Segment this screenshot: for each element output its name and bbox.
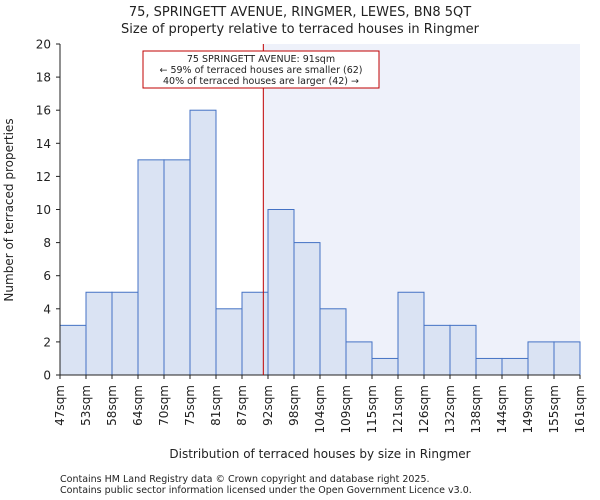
x-ticks-group: 47sqm 53sqm 58sqm 64sqm 70sqm 75sqm 81sqm 87sqm… xyxy=(53,375,587,433)
bar-92sqm xyxy=(267,209,295,376)
bars-group xyxy=(59,109,581,376)
bar-64sqm xyxy=(137,159,165,376)
footer-line-1: Contains HM Land Registry data © Crown c… xyxy=(60,474,430,485)
y-tick-label-4: 4 xyxy=(43,302,51,316)
x-tick-label-161sqm: 161sqm xyxy=(573,385,587,433)
x-tick-label-121sqm: 121sqm xyxy=(391,385,405,433)
x-tick-label-92sqm: 92sqm xyxy=(261,385,275,426)
bar-98sqm xyxy=(293,242,321,376)
bar-115sqm xyxy=(371,357,399,376)
annotation-line-1: 75 SPRINGETT AVENUE: 91sqm xyxy=(187,54,335,65)
y-tick-label-8: 8 xyxy=(43,236,51,250)
footer-line-2: Contains public sector information licen… xyxy=(60,485,472,496)
bar-155sqm xyxy=(553,341,581,376)
x-tick-label-149sqm: 149sqm xyxy=(521,385,535,433)
chart-title: 75, SPRINGETT AVENUE, RINGMER, LEWES, BN… xyxy=(129,5,471,20)
y-tick-label-20: 20 xyxy=(36,38,51,52)
x-tick-label-109sqm: 109sqm xyxy=(339,385,353,433)
x-tick-label-132sqm: 132sqm xyxy=(443,385,457,433)
x-tick-label-87sqm: 87sqm xyxy=(235,385,249,426)
y-tick-label-18: 18 xyxy=(36,71,51,85)
bar-109sqm xyxy=(345,341,373,376)
annotation-box: 75 SPRINGETT AVENUE: 91sqm ← 59% of terr… xyxy=(142,50,380,89)
y-tick-label-0: 0 xyxy=(43,369,51,383)
bar-144sqm xyxy=(501,357,529,376)
chart-subtitle: Size of property relative to terraced ho… xyxy=(121,22,480,37)
y-tick-label-6: 6 xyxy=(43,269,51,283)
x-tick-label-81sqm: 81sqm xyxy=(209,385,223,426)
bar-87sqm xyxy=(241,291,269,376)
x-tick-label-138sqm: 138sqm xyxy=(469,385,483,433)
x-tick-label-58sqm: 58sqm xyxy=(105,385,119,426)
x-tick-label-64sqm: 64sqm xyxy=(131,385,145,426)
x-tick-label-144sqm: 144sqm xyxy=(495,385,509,433)
bar-126sqm xyxy=(423,324,451,376)
annotation-line-3: 40% of terraced houses are larger (42) → xyxy=(163,76,359,87)
bar-104sqm xyxy=(319,308,347,376)
x-axis-label: Distribution of terraced houses by size … xyxy=(169,447,470,461)
bar-132sqm xyxy=(449,324,477,376)
y-tick-label-2: 2 xyxy=(43,335,51,349)
bar-53sqm xyxy=(85,291,113,376)
x-tick-label-70sqm: 70sqm xyxy=(157,385,171,426)
x-tick-label-104sqm: 104sqm xyxy=(313,385,327,433)
x-tick-label-98sqm: 98sqm xyxy=(287,385,301,426)
bar-58sqm xyxy=(111,291,139,376)
x-tick-label-53sqm: 53sqm xyxy=(79,385,93,426)
annotation-line-2: ← 59% of terraced houses are smaller (62… xyxy=(159,65,362,76)
y-tick-label-14: 14 xyxy=(36,137,51,151)
y-tick-label-16: 16 xyxy=(36,104,51,118)
annotation-frame xyxy=(142,50,380,89)
bar-75sqm xyxy=(189,109,217,376)
x-tick-label-47sqm: 47sqm xyxy=(53,385,67,426)
bar-70sqm xyxy=(163,159,191,376)
y-axis-label: Number of terraced properties xyxy=(2,118,16,301)
bar-47sqm xyxy=(59,324,87,376)
y-tick-label-12: 12 xyxy=(36,170,51,184)
x-tick-label-75sqm: 75sqm xyxy=(183,385,197,426)
bar-138sqm xyxy=(475,357,503,376)
bar-149sqm xyxy=(527,341,555,376)
y-tick-label-10: 10 xyxy=(36,203,51,217)
bar-81sqm xyxy=(215,308,243,376)
y-ticks-group: 0 2 4 6 8 10 12 14 16 18 20 xyxy=(36,38,60,383)
bar-121sqm xyxy=(397,291,425,376)
x-tick-label-155sqm: 155sqm xyxy=(547,385,561,433)
x-tick-label-126sqm: 126sqm xyxy=(417,385,431,433)
x-tick-label-115sqm: 115sqm xyxy=(365,385,379,433)
